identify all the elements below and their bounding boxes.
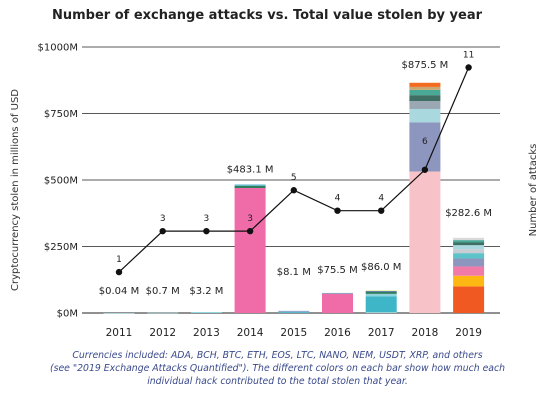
bar-segment: [409, 122, 441, 172]
bar-segment: [278, 311, 310, 313]
attack-count-label: 11: [463, 50, 474, 60]
bar-segment: [409, 82, 441, 87]
bar-segment: [409, 89, 441, 96]
footnote-line: (see "2019 Exchange Attacks Quantified")…: [49, 363, 506, 374]
footnote-line: individual hack contributed to the total…: [147, 376, 408, 387]
bar-segment: [453, 275, 485, 287]
bar-segment: [453, 286, 485, 313]
attack-point: [421, 166, 429, 173]
attack-point: [378, 207, 385, 214]
bar-segment: [453, 249, 485, 254]
bar-segment: [365, 291, 397, 294]
attack-point: [115, 268, 123, 276]
bar-segment: [365, 290, 397, 292]
bar-segment: [322, 293, 353, 313]
bar-segment: [234, 187, 266, 313]
attack-point: [290, 187, 297, 194]
bar-segment: [453, 245, 485, 250]
x-tick-label: 2015: [280, 327, 307, 339]
bar-segment: [234, 185, 266, 188]
bars: [103, 82, 485, 314]
bar-segment: [453, 242, 485, 246]
bar-segment: [278, 310, 310, 312]
attack-count-label: 4: [335, 194, 341, 204]
value-label: $0.04 M: [99, 286, 139, 297]
y-axis-label: Cryptocurrency stolen in millions of USD: [10, 89, 21, 291]
attack-count-label: 1: [116, 255, 122, 265]
bar-segment: [322, 292, 353, 294]
x-tick-label: 2011: [106, 327, 133, 339]
value-label: $75.5 M: [317, 265, 357, 276]
chart-title: Number of exchange attacks vs. Total val…: [52, 8, 483, 23]
footnote: Currencies included: ADA, BCH, BTC, ETH,…: [20, 349, 535, 388]
attack-count-label: 3: [204, 214, 210, 224]
attack-count-label: 3: [247, 214, 253, 224]
value-label: $86.0 M: [361, 262, 401, 273]
attack-point: [203, 227, 210, 235]
attack-point: [334, 207, 341, 214]
chart: Number of exchange attacks vs. Total val…: [10, 8, 539, 339]
attacks-line: [115, 64, 472, 276]
attack-count-labels: 1 3 3 3 5 4 4 6 11: [116, 50, 474, 265]
y-axis-ticks: $0M $250M $500M $750M $1000M: [38, 43, 78, 320]
x-tick-label: 2016: [324, 327, 351, 339]
value-labels: $0.04 M $0.7 M $3.2 M $483.1 M $8.1 M $75.5 M…: [99, 60, 492, 297]
bar-segment: [190, 312, 222, 313]
y-tick-label: $0M: [57, 309, 78, 320]
attack-point: [246, 227, 254, 235]
attack-count-label: 6: [422, 137, 428, 147]
attack-count-label: 3: [160, 214, 166, 224]
bar-segment: [409, 86, 441, 90]
value-label: $3.2 M: [189, 286, 223, 297]
value-label: $8.1 M: [277, 267, 311, 278]
x-tick-label: 2017: [368, 327, 395, 339]
y-tick-label: $500M: [44, 176, 78, 187]
attack-count-label: 5: [291, 173, 297, 183]
bar-segment: [409, 171, 441, 313]
attack-point: [465, 64, 472, 71]
value-label: $875.5 M: [402, 60, 449, 71]
x-tick-label: 2013: [193, 327, 220, 339]
value-label: $282.6 M: [445, 208, 492, 219]
x-axis-ticks: 2011 2012 2013 2014 2015 2016 2017 2018 2019: [106, 327, 482, 339]
y-tick-label: $750M: [44, 109, 78, 120]
bar-segment: [409, 100, 441, 109]
bar-segment: [453, 266, 485, 276]
value-label: $483.1 M: [227, 164, 274, 175]
bar-segment: [365, 293, 397, 297]
x-tick-label: 2019: [455, 327, 482, 339]
bar-segment: [409, 95, 441, 101]
y2-axis-label: Number of attacks: [528, 144, 539, 237]
x-tick-label: 2014: [237, 327, 264, 339]
bar-segment: [365, 290, 397, 291]
x-tick-label: 2012: [149, 327, 176, 339]
bar-segment: [453, 240, 485, 243]
footnote-line: Currencies included: ADA, BCH, BTC, ETH,…: [72, 350, 483, 361]
bar-segment: [365, 296, 397, 313]
x-tick-label: 2018: [412, 327, 439, 339]
value-label: $0.7 M: [146, 286, 180, 297]
y-tick-label: $250M: [44, 242, 78, 253]
bar-segment: [453, 237, 485, 241]
bar-segment: [409, 108, 441, 123]
bar-segment: [234, 184, 266, 186]
bar-segment: [365, 312, 397, 313]
bar-segment: [453, 253, 485, 259]
y-tick-label: $1000M: [38, 43, 78, 54]
attack-point: [159, 227, 166, 235]
bar-segment: [453, 258, 485, 267]
attack-count-label: 4: [378, 194, 384, 204]
